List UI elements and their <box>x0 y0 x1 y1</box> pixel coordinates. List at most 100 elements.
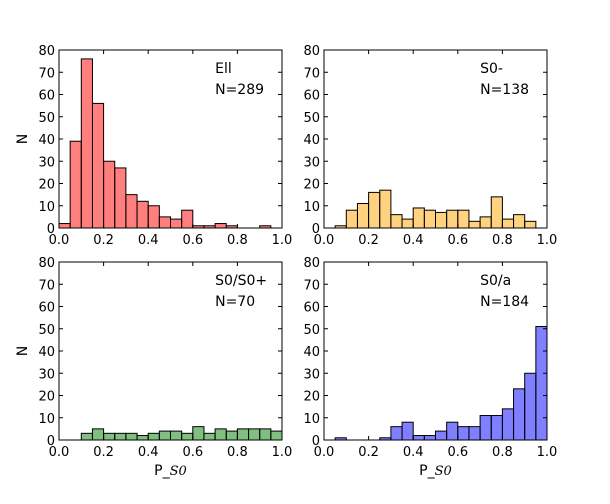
class-label: S0- <box>480 61 503 77</box>
x-tick-label: 0.6 <box>447 233 468 248</box>
histogram-bar <box>125 432 138 441</box>
x-tick-label: 0.0 <box>314 445 335 460</box>
histogram-bar <box>379 189 392 229</box>
histogram-bar <box>490 415 503 441</box>
count-label: N=70 <box>215 294 255 310</box>
histogram-bar <box>147 205 160 229</box>
x-tick-label: 0.0 <box>49 233 70 248</box>
histogram-bar <box>270 430 283 441</box>
histogram-bar <box>103 432 116 441</box>
y-tick-label: 40 <box>38 133 55 148</box>
y-tick-label: 70 <box>38 66 55 81</box>
x-tick-label: 0.8 <box>227 445 248 460</box>
y-tick-label: 30 <box>38 367 55 382</box>
y-axis-label: N <box>15 346 31 356</box>
x-tick-label: 1.0 <box>537 445 558 460</box>
histogram-bar <box>58 223 71 229</box>
histogram-bar <box>513 388 526 441</box>
y-tick-label: 30 <box>303 367 320 382</box>
histogram-bar <box>192 426 205 441</box>
x-axis-label: P_S0 <box>419 463 452 479</box>
histogram-bar <box>412 435 425 441</box>
y-tick-label: 80 <box>38 44 55 59</box>
histogram-bar <box>125 194 138 229</box>
x-tick-label: 0.4 <box>403 233 424 248</box>
histogram-bar <box>147 432 160 441</box>
histogram-bar <box>524 220 537 229</box>
histogram-panel-3: 0 10 20 30 40 50 60 70 80 0.0 0.2 0.4 0.6 0.8 1.0 S0/a N… <box>303 256 557 479</box>
y-tick-label: 60 <box>303 301 320 316</box>
histogram-bar <box>80 58 93 229</box>
histogram-panel-0: 0 10 20 30 40 50 60 70 80 0.0 0.2 0.4 0.6 0.8 1.0 Ell N=… <box>15 44 292 248</box>
y-tick-label: 50 <box>303 111 320 126</box>
histogram-bar <box>446 421 459 441</box>
histogram-bar <box>401 421 414 441</box>
y-tick-label: 80 <box>303 44 320 59</box>
histogram-bar <box>170 430 183 441</box>
y-tick-label: 0 <box>312 434 320 449</box>
x-axis-label: P_S0 <box>154 463 187 479</box>
x-tick-label: 0.4 <box>138 233 159 248</box>
count-label: N=138 <box>480 82 529 98</box>
histogram-bar <box>136 200 149 229</box>
histogram-panel-2: 0 10 20 30 40 50 60 70 80 0.0 0.2 0.4 0.6 0.8 1.0 S0/S0… <box>15 256 292 479</box>
y-tick-label: 60 <box>303 89 320 104</box>
histogram-panel-1: 0 10 20 30 40 50 60 70 80 0.0 0.2 0.4 0.6 0.8 1.0 S0- N=… <box>303 44 557 248</box>
x-tick-label: 1.0 <box>272 445 293 460</box>
y-tick-label: 20 <box>38 390 55 405</box>
histogram-bar <box>501 408 515 441</box>
histogram-bar <box>412 207 425 229</box>
histogram-bar <box>535 326 548 441</box>
x-tick-label: 0.8 <box>492 233 513 248</box>
histogram-bar <box>236 428 250 441</box>
histogram-bar <box>203 432 216 441</box>
y-tick-label: 50 <box>38 111 55 126</box>
histogram-bar <box>390 426 403 441</box>
count-label: N=184 <box>480 294 529 310</box>
class-label: Ell <box>215 61 232 77</box>
y-tick-label: 40 <box>38 345 55 360</box>
y-tick-label: 70 <box>303 278 320 293</box>
histogram-bar <box>390 214 403 229</box>
y-tick-label: 10 <box>303 200 320 215</box>
y-tick-label: 0 <box>47 222 55 237</box>
histogram-bar <box>479 216 492 229</box>
y-tick-label: 30 <box>38 155 55 170</box>
class-label: S0/a <box>480 273 511 289</box>
histogram-bar <box>423 435 437 441</box>
x-tick-label: 1.0 <box>537 233 558 248</box>
histogram-bar <box>435 430 448 441</box>
y-tick-label: 60 <box>38 89 55 104</box>
histogram-bar <box>214 428 227 441</box>
count-label: N=289 <box>215 82 264 98</box>
histogram-bar <box>225 430 238 441</box>
histogram-bar <box>136 435 149 441</box>
class-label: S0/S0+ <box>215 273 267 289</box>
y-tick-label: 0 <box>47 434 55 449</box>
y-axis-label: N <box>15 134 31 144</box>
x-tick-label: 0.6 <box>447 445 468 460</box>
histogram-bar <box>114 167 127 229</box>
histogram-bar <box>368 191 381 229</box>
histogram-bar <box>69 140 82 229</box>
histogram-bar <box>170 218 183 229</box>
histogram-bar <box>214 223 227 229</box>
y-tick-label: 40 <box>303 345 320 360</box>
y-tick-label: 20 <box>38 178 55 193</box>
histogram-bar <box>457 209 470 229</box>
y-tick-label: 80 <box>303 256 320 271</box>
histogram-bar <box>401 218 414 229</box>
x-tick-label: 1.0 <box>272 233 293 248</box>
histogram-bar <box>345 209 358 229</box>
x-tick-label: 0.4 <box>138 445 159 460</box>
y-tick-label: 60 <box>38 301 55 316</box>
histogram-bar <box>479 415 492 441</box>
y-tick-label: 70 <box>38 278 55 293</box>
histogram-bar <box>114 432 127 441</box>
histogram-bar <box>259 428 272 441</box>
y-tick-label: 40 <box>303 133 320 148</box>
histogram-bar <box>501 218 515 229</box>
x-tick-label: 0.0 <box>49 445 70 460</box>
y-tick-label: 20 <box>303 178 320 193</box>
